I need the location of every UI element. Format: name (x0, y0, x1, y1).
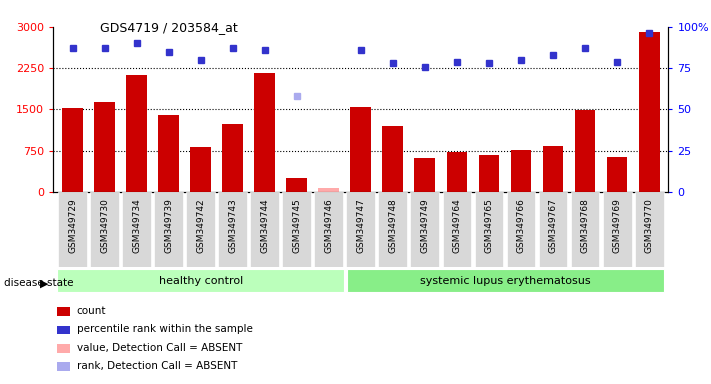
FancyBboxPatch shape (122, 192, 151, 267)
Text: GSM349770: GSM349770 (645, 198, 653, 253)
Text: GSM349764: GSM349764 (452, 198, 461, 253)
Bar (94, 102, 115, 192)
FancyBboxPatch shape (410, 192, 439, 267)
Text: GSM349748: GSM349748 (388, 198, 397, 253)
Bar (415, 159, 435, 192)
FancyBboxPatch shape (603, 192, 631, 267)
Text: GSM349749: GSM349749 (420, 198, 429, 253)
FancyBboxPatch shape (57, 269, 344, 293)
Text: GSM349767: GSM349767 (548, 198, 557, 253)
Bar (126, 75, 147, 192)
Bar (351, 107, 371, 192)
Text: GSM349745: GSM349745 (292, 198, 301, 253)
Bar (383, 126, 403, 192)
FancyBboxPatch shape (635, 192, 663, 267)
Bar (319, 188, 339, 192)
Text: GSM349768: GSM349768 (581, 198, 589, 253)
Bar (606, 157, 628, 192)
Bar (287, 178, 307, 192)
FancyBboxPatch shape (347, 269, 665, 293)
FancyBboxPatch shape (539, 192, 567, 267)
Text: GSM349743: GSM349743 (228, 198, 237, 253)
Text: disease state: disease state (4, 278, 73, 288)
Bar (447, 152, 467, 192)
Text: GSM349765: GSM349765 (484, 198, 493, 253)
Text: percentile rank within the sample: percentile rank within the sample (77, 324, 252, 334)
Bar (191, 147, 211, 192)
Bar (574, 110, 596, 192)
Text: GSM349729: GSM349729 (68, 198, 77, 253)
FancyBboxPatch shape (378, 192, 407, 267)
Text: GSM349734: GSM349734 (132, 198, 141, 253)
Text: ▶: ▶ (40, 278, 48, 288)
Text: GSM349730: GSM349730 (100, 198, 109, 253)
FancyBboxPatch shape (571, 192, 599, 267)
FancyBboxPatch shape (186, 192, 215, 267)
FancyBboxPatch shape (442, 192, 471, 267)
FancyBboxPatch shape (154, 192, 183, 267)
Text: value, Detection Call = ABSENT: value, Detection Call = ABSENT (77, 343, 242, 353)
Text: GSM349769: GSM349769 (613, 198, 621, 253)
Text: GSM349739: GSM349739 (164, 198, 173, 253)
Bar (159, 116, 179, 192)
FancyBboxPatch shape (474, 192, 503, 267)
Bar (223, 124, 243, 192)
Bar (542, 146, 563, 192)
Text: GSM349744: GSM349744 (260, 198, 269, 253)
Text: GDS4719 / 203584_at: GDS4719 / 203584_at (100, 21, 237, 34)
Text: GSM349747: GSM349747 (356, 198, 365, 253)
Bar (479, 155, 499, 192)
FancyBboxPatch shape (282, 192, 311, 267)
Bar (510, 150, 531, 192)
FancyBboxPatch shape (346, 192, 375, 267)
Text: systemic lupus erythematosus: systemic lupus erythematosus (419, 276, 590, 286)
Bar (62, 108, 83, 192)
Text: count: count (77, 306, 106, 316)
Text: healthy control: healthy control (159, 276, 242, 286)
Bar (255, 73, 275, 192)
FancyBboxPatch shape (250, 192, 279, 267)
FancyBboxPatch shape (58, 192, 87, 267)
Text: GSM349742: GSM349742 (196, 198, 205, 253)
Bar (638, 32, 660, 192)
FancyBboxPatch shape (90, 192, 119, 267)
Text: GSM349766: GSM349766 (516, 198, 525, 253)
FancyBboxPatch shape (506, 192, 535, 267)
FancyBboxPatch shape (314, 192, 343, 267)
Text: rank, Detection Call = ABSENT: rank, Detection Call = ABSENT (77, 361, 237, 371)
Text: GSM349746: GSM349746 (324, 198, 333, 253)
FancyBboxPatch shape (218, 192, 247, 267)
